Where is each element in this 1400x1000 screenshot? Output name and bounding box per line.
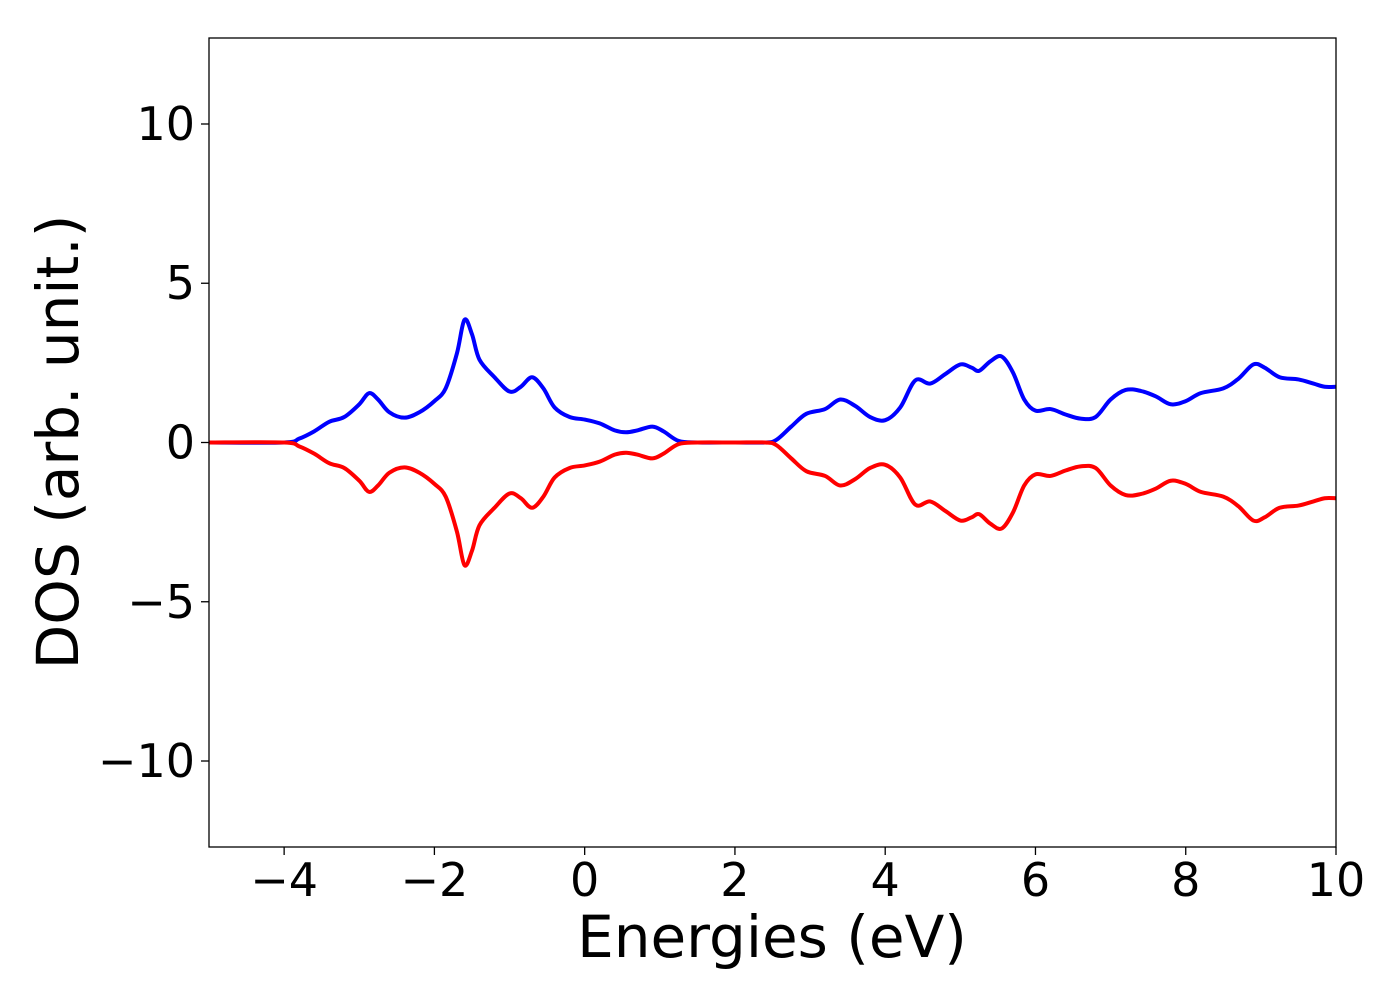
y-tick-label: −5 xyxy=(127,575,195,629)
x-tick-label: 6 xyxy=(1021,853,1050,907)
x-tick-label: 4 xyxy=(871,853,900,907)
dos-series-line-red xyxy=(209,440,1336,568)
y-tick-label: 10 xyxy=(136,97,195,151)
x-tick-label: 8 xyxy=(1171,853,1200,907)
x-tick-label: 0 xyxy=(570,853,599,907)
x-tick-label: −4 xyxy=(250,853,318,907)
x-axis-ticks: −4 −2 0 2 4 6 8 10 xyxy=(250,847,1365,907)
x-tick-label: 2 xyxy=(720,853,749,907)
dos-series-line-blue xyxy=(209,317,1336,445)
x-tick-label: −2 xyxy=(400,853,468,907)
x-axis-title: Energies (eV) xyxy=(577,903,967,971)
y-tick-label: −10 xyxy=(98,734,195,788)
x-tick-label: 10 xyxy=(1307,853,1366,907)
series-layer xyxy=(209,317,1336,568)
y-axis-title: DOS (arb. unit.) xyxy=(24,215,92,670)
y-tick-label: 5 xyxy=(166,256,195,310)
y-tick-label: 0 xyxy=(166,416,195,470)
y-axis-ticks: −10 −5 0 5 10 xyxy=(98,97,209,788)
